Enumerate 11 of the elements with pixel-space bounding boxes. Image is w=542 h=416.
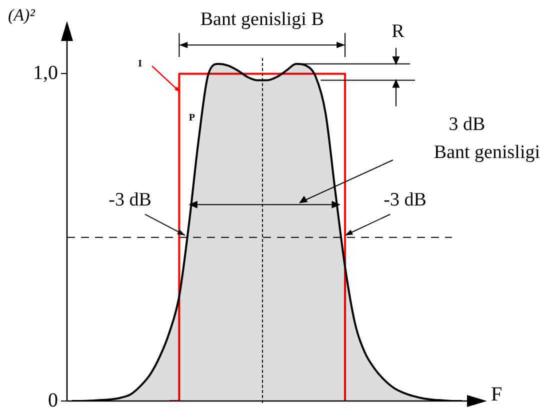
annotation: -3 dB — [384, 189, 426, 210]
series-label: P — [188, 112, 195, 124]
text: I — [138, 58, 142, 70]
y-axis-title: (A)² — [8, 5, 36, 24]
annotation: -3 dB — [108, 189, 152, 210]
text: Bant genisligi B — [200, 8, 324, 30]
annotation: 3 dB Bant genisligi — [434, 114, 540, 163]
y-tick-label: 1,0 — [33, 62, 58, 84]
y-tick-label: 0 — [48, 389, 58, 412]
annotation: R — [392, 20, 405, 42]
x-axis-title: F — [491, 383, 502, 406]
